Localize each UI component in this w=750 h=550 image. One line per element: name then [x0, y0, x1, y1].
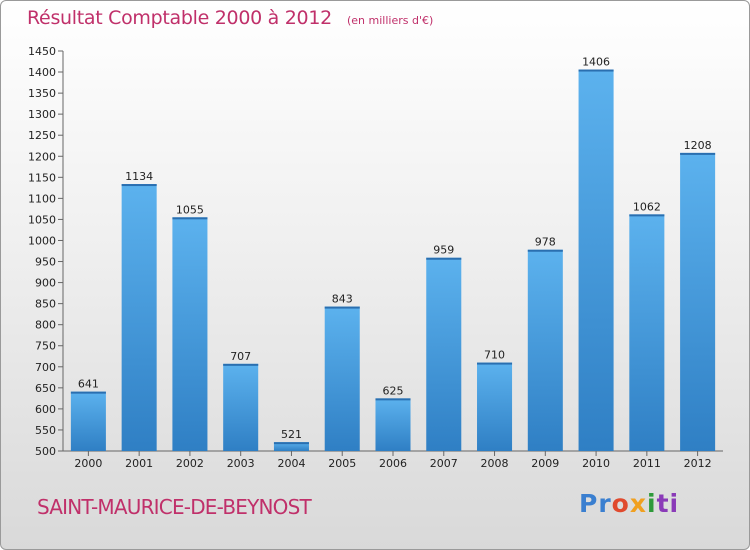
value-label: 1062 — [633, 200, 661, 213]
y-tick-label: 1050 — [28, 213, 56, 226]
x-tick-label: 2001 — [125, 457, 153, 470]
y-tick-label: 500 — [35, 445, 56, 458]
y-tick-label: 750 — [35, 340, 56, 353]
y-tick-label: 550 — [35, 424, 56, 437]
chart-subtitle: (en milliers d'€) — [346, 14, 434, 27]
bar — [375, 398, 411, 451]
bar — [578, 69, 614, 452]
city-name: SAINT-MAURICE-DE-BEYNOST — [37, 495, 312, 519]
x-tick-label: 2012 — [684, 457, 712, 470]
bar — [527, 249, 563, 451]
bar — [70, 391, 106, 451]
bar-top — [426, 257, 462, 260]
bar — [273, 442, 309, 451]
x-tick-label: 2010 — [582, 457, 610, 470]
bar — [426, 257, 462, 451]
bar — [680, 152, 716, 452]
x-tick-label: 2006 — [379, 457, 407, 470]
value-label: 1406 — [582, 56, 610, 69]
bar-top — [223, 363, 259, 366]
bar-top — [680, 152, 716, 155]
bar — [324, 306, 360, 451]
x-tick-label: 2003 — [227, 457, 255, 470]
y-tick-label: 850 — [35, 298, 56, 311]
x-tick-label: 2005 — [328, 457, 356, 470]
x-tick-label: 2004 — [277, 457, 305, 470]
x-tick-label: 2009 — [531, 457, 559, 470]
bar-top — [578, 69, 614, 72]
bar — [223, 363, 259, 451]
bar-top — [273, 442, 309, 445]
value-label: 1134 — [125, 170, 153, 183]
bar-top — [324, 306, 360, 309]
y-tick-label: 900 — [35, 277, 56, 290]
value-label: 1055 — [176, 203, 204, 216]
value-label: 710 — [484, 349, 505, 362]
y-tick-label: 650 — [35, 382, 56, 395]
y-tick-label: 1200 — [28, 150, 56, 163]
x-tick-label: 2008 — [481, 457, 509, 470]
y-tick-label: 1350 — [28, 87, 56, 100]
bar — [629, 214, 665, 451]
bar-top — [375, 398, 411, 401]
value-label: 707 — [230, 350, 251, 363]
y-tick-label: 1150 — [28, 171, 56, 184]
value-label: 1208 — [684, 139, 712, 152]
bar-top — [70, 391, 106, 394]
y-tick-label: 1100 — [28, 192, 56, 205]
y-tick-label: 1450 — [28, 45, 56, 58]
logo-part-2: o — [611, 489, 630, 518]
bar-top — [172, 217, 208, 220]
bar — [172, 217, 208, 451]
y-tick-label: 1300 — [28, 108, 56, 121]
x-tick-label: 2002 — [176, 457, 204, 470]
y-tick-label: 950 — [35, 256, 56, 269]
y-tick-label: 800 — [35, 319, 56, 332]
bar-top — [527, 249, 563, 252]
bar-top — [477, 362, 513, 365]
value-label: 641 — [78, 378, 99, 391]
y-tick-label: 1000 — [28, 234, 56, 247]
y-tick-label: 1250 — [28, 129, 56, 142]
x-tick-label: 2007 — [430, 457, 458, 470]
logo-part-4: i — [646, 489, 657, 518]
value-label: 625 — [383, 384, 404, 397]
chart-title: Résultat Comptable 2000 à 2012 — [27, 7, 332, 29]
bar — [121, 184, 157, 452]
value-label: 959 — [433, 244, 454, 257]
logo-part-5: ti — [656, 489, 680, 518]
y-tick-label: 1400 — [28, 66, 56, 79]
logo-part-3: x — [629, 489, 647, 518]
bar-top — [629, 214, 665, 217]
bar-top — [121, 184, 157, 187]
value-label: 521 — [281, 428, 302, 441]
x-tick-label: 2000 — [74, 457, 102, 470]
proxiti-logo: Proxiti — [579, 489, 679, 518]
value-label: 843 — [332, 293, 353, 306]
bar — [477, 362, 513, 451]
y-tick-label: 600 — [35, 403, 56, 416]
value-label: 978 — [535, 236, 556, 249]
x-tick-label: 2011 — [633, 457, 661, 470]
logo-part-1: Pr — [579, 489, 612, 518]
y-tick-label: 700 — [35, 361, 56, 374]
title-block: Résultat Comptable 2000 à 2012 (en milli… — [27, 7, 433, 29]
